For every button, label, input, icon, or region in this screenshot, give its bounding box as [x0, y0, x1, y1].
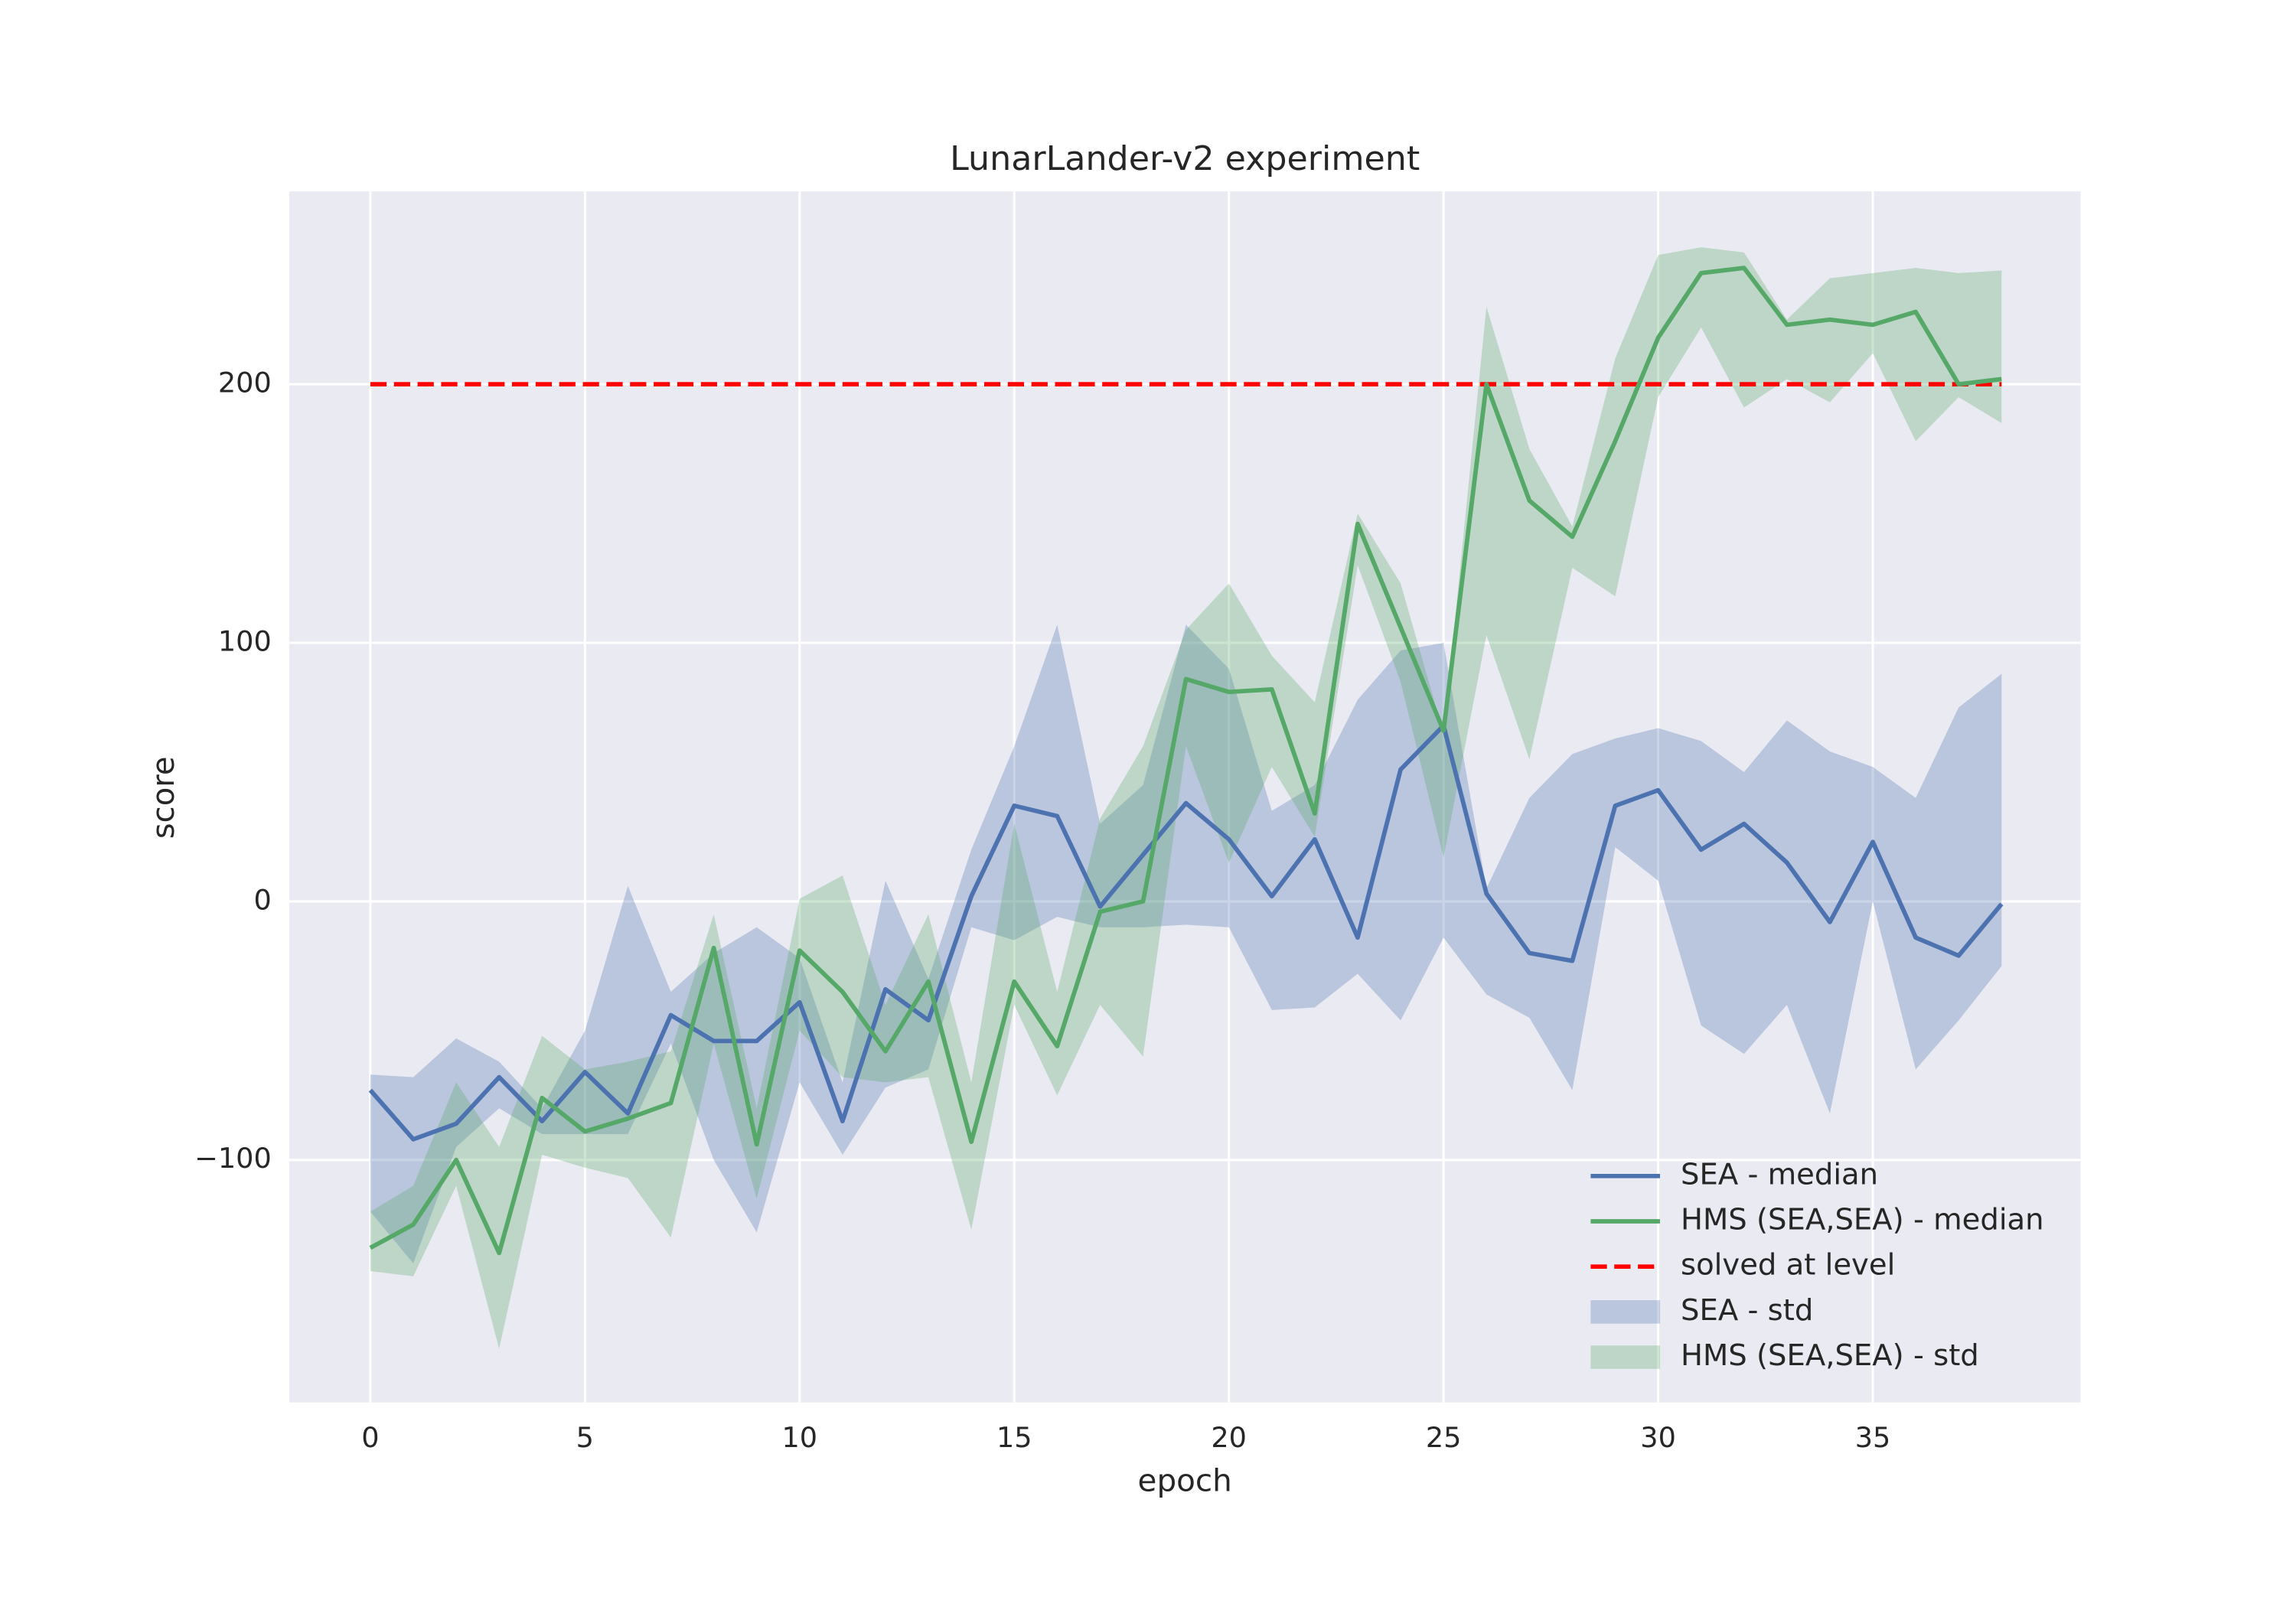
x-axis-label: epoch: [1138, 1463, 1232, 1499]
x-tick-label: 25: [1426, 1421, 1462, 1454]
chart-title: LunarLander-v2 experiment: [950, 139, 1420, 178]
y-tick-label: −100: [194, 1142, 272, 1175]
median-line: [369, 266, 2002, 1256]
std-band: [370, 624, 2002, 1263]
median-line: [368, 723, 2004, 1142]
legend-label: SEA - std: [1681, 1293, 1813, 1328]
y-tick-label: 200: [218, 367, 272, 399]
legend-label: HMS (SEA,SEA) - median: [1681, 1203, 2044, 1237]
x-tick-label: 35: [1855, 1421, 1891, 1454]
x-tick-label: 15: [996, 1421, 1032, 1454]
x-tick-label: 20: [1211, 1421, 1247, 1454]
plot-background: [289, 191, 2081, 1403]
y-tick-label: 0: [253, 884, 271, 917]
std-band: [370, 247, 2002, 1349]
y-axis-label: score: [145, 757, 181, 839]
legend-label: solved at level: [1681, 1248, 1895, 1283]
x-tick-label: 30: [1640, 1421, 1676, 1454]
x-tick-label: 10: [781, 1421, 817, 1454]
x-tick-label: 5: [576, 1421, 594, 1454]
y-tick-label: 100: [218, 625, 272, 658]
legend-label: SEA - median: [1681, 1157, 1878, 1191]
legend-label: HMS (SEA,SEA) - std: [1681, 1338, 1979, 1373]
legend-swatch: [1590, 1300, 1661, 1324]
x-tick-label: 0: [361, 1421, 379, 1454]
legend: SEA - median HMS (SEA,SEA) - median solved…: [1590, 1157, 2044, 1373]
legend-swatch: [1590, 1345, 1661, 1369]
